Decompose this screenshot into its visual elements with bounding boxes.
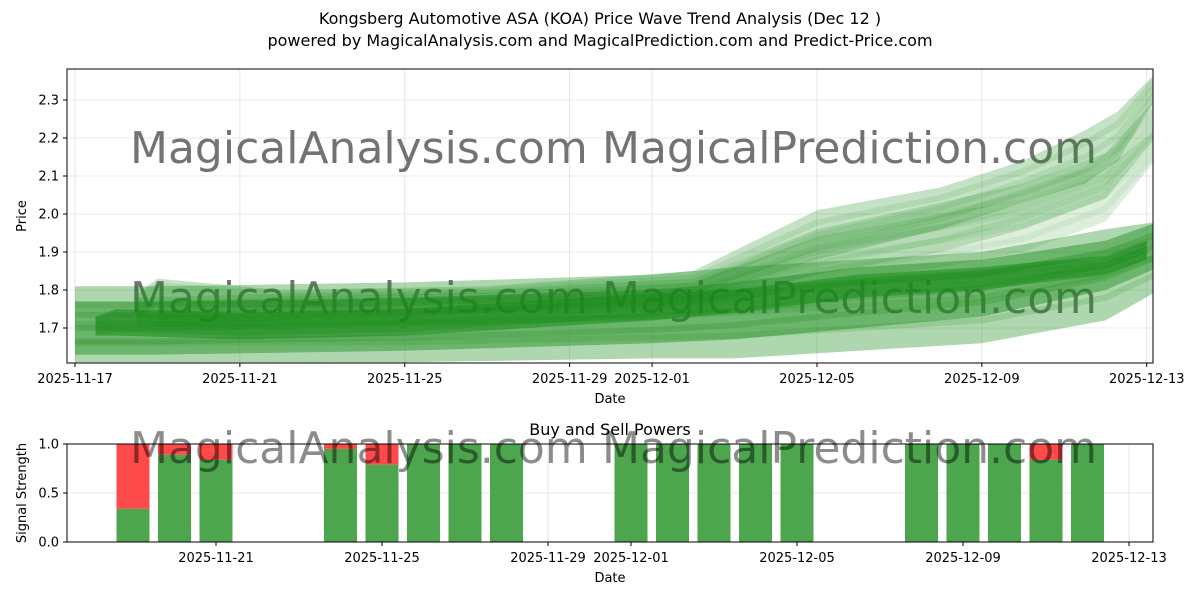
buy-bar <box>324 448 357 542</box>
y-tick-label: 0.0 <box>38 536 59 551</box>
x-tick-label: 2025-11-29 <box>532 372 608 387</box>
x-axis-label: Date <box>594 571 625 586</box>
x-tick-label: 2025-12-01 <box>593 551 669 566</box>
price-bands <box>75 75 1153 363</box>
y-tick-label: 0.5 <box>38 487 59 502</box>
y-tick-label: 2.2 <box>38 132 59 147</box>
chart-subtitle: powered by MagicalAnalysis.com and Magic… <box>267 31 933 50</box>
x-tick-label: 2025-12-01 <box>614 372 690 387</box>
sell-bar <box>158 444 191 455</box>
price-band <box>136 102 1153 328</box>
buy-bar <box>946 444 980 542</box>
x-tick-label: 2025-12-13 <box>1109 372 1185 387</box>
buy-bar <box>614 444 648 542</box>
y-tick-label: 2.1 <box>38 170 59 185</box>
watermark-text: MagicalPrediction.com <box>602 423 1097 474</box>
signal-axes: 2025-11-21 2025-11-25 2025-11-29 2025-12-01… <box>15 420 1167 586</box>
sell-bar <box>324 444 357 449</box>
x-axis-label: Date <box>594 392 625 407</box>
signal-bars <box>116 444 1104 542</box>
buy-bar <box>1071 444 1104 542</box>
y-tick-label: 1.9 <box>38 246 59 261</box>
x-tick-label: 2025-11-21 <box>202 372 278 387</box>
buy-bar <box>656 444 689 542</box>
y-axis-label: Signal Strength <box>15 443 30 543</box>
buy-bar <box>780 444 814 542</box>
buy-bar <box>697 444 731 542</box>
buy-bar <box>905 444 938 542</box>
x-tick-label: 2025-12-13 <box>1091 551 1167 566</box>
signal-chart-title: Buy and Sell Powers <box>529 420 691 439</box>
buy-bar <box>365 464 399 542</box>
buy-bar <box>739 444 772 542</box>
sell-bar <box>365 444 399 465</box>
y-tick-label: 2.3 <box>38 94 59 109</box>
sell-bar <box>1029 444 1063 460</box>
buy-bar <box>448 444 482 542</box>
watermark-text: MagicalAnalysis.com <box>130 423 588 474</box>
price-band <box>136 75 1153 321</box>
y-tick-label: 2.0 <box>38 208 59 223</box>
x-tick-label: 2025-11-25 <box>367 372 443 387</box>
buy-bar <box>116 508 150 542</box>
buy-bar <box>199 459 233 542</box>
y-tick-label: 1.8 <box>38 284 59 299</box>
x-tick-label: 2025-12-05 <box>759 551 835 566</box>
watermark-bottom: MagicalAnalysis.com MagicalPrediction.com <box>130 423 1097 474</box>
sell-bar <box>199 444 233 460</box>
x-tick-label: 2025-12-05 <box>779 372 855 387</box>
x-tick-label: 2025-12-09 <box>944 372 1020 387</box>
x-tick-label: 2025-12-09 <box>925 551 1001 566</box>
buy-bar <box>988 444 1021 542</box>
watermark-text: MagicalPrediction.com <box>602 123 1097 174</box>
sell-bar <box>116 444 150 509</box>
buy-bar <box>158 454 191 542</box>
x-tick-label: 2025-11-29 <box>510 551 586 566</box>
x-tick-label: 2025-11-21 <box>178 551 254 566</box>
x-tick-label: 2025-11-25 <box>344 551 420 566</box>
y-tick-label: 1.0 <box>38 438 59 453</box>
watermark-text: MagicalAnalysis.com <box>130 123 588 174</box>
buy-bar <box>1029 459 1063 542</box>
price-axes: 2025-11-17 2025-11-21 2025-11-25 2025-11-29… <box>15 68 1185 407</box>
chart-title: Kongsberg Automotive ASA (KOA) Price Wav… <box>318 9 882 28</box>
x-tick-label: 2025-11-17 <box>37 372 113 387</box>
y-axis-label: Price <box>15 200 30 232</box>
buy-bar <box>490 444 523 542</box>
price-band <box>95 240 1147 340</box>
y-tick-label: 1.7 <box>38 322 59 337</box>
price-band <box>157 131 1153 332</box>
buy-bar <box>407 444 440 542</box>
